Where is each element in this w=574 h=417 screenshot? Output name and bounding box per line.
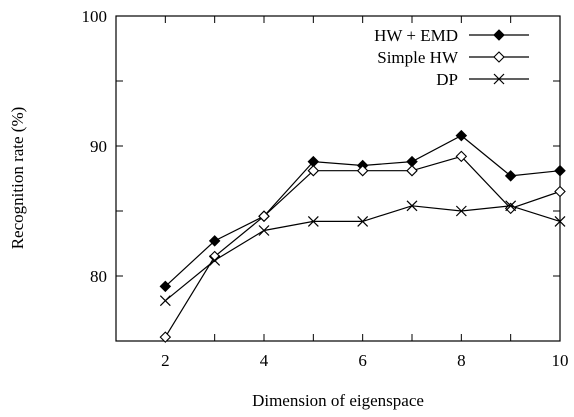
data-point (505, 200, 517, 212)
x-tick-label: 8 (457, 351, 466, 370)
legend-marker (493, 29, 505, 41)
x-tick-label: 2 (161, 351, 170, 370)
legend: HW + EMD Simple HW DP (374, 26, 529, 89)
data-point (455, 129, 468, 142)
data-point (356, 164, 369, 177)
data-point (554, 164, 566, 177)
data-point (554, 185, 566, 198)
cross-stroke (209, 254, 221, 266)
data-point (406, 200, 418, 212)
legend-entry: DP (436, 70, 529, 89)
data-point (258, 210, 270, 222)
cross-stroke (554, 215, 566, 227)
axis-ticks (115, 15, 561, 342)
data-point (406, 164, 418, 177)
y-tick-label: 90 (90, 137, 107, 156)
data-point (455, 150, 468, 163)
series-3 (159, 200, 566, 307)
cross-stroke (505, 200, 517, 212)
legend-label: DP (436, 70, 458, 89)
data-point (357, 215, 369, 227)
plot-frame (115, 15, 561, 342)
data-point (159, 295, 171, 307)
y-axis-title: Recognition rate (%) (8, 107, 27, 250)
series-line (164, 205, 561, 302)
data-point (307, 215, 319, 227)
series-1 (159, 129, 566, 293)
legend-label: Simple HW (377, 48, 459, 67)
x-tick-label: 4 (260, 351, 269, 370)
cross-stroke (258, 225, 270, 236)
data-point (209, 254, 221, 266)
legend-entry: Simple HW (377, 48, 529, 67)
data-point (504, 170, 517, 182)
cross-stroke (357, 215, 369, 227)
x-tick-label: 6 (358, 351, 367, 370)
data-point (307, 164, 320, 177)
data-point (159, 280, 172, 293)
y-tick-label: 100 (82, 7, 108, 26)
legend-marker (493, 73, 505, 85)
series-2 (159, 150, 566, 343)
series-line (164, 155, 561, 338)
series-layer (159, 129, 566, 343)
series-line (164, 134, 561, 287)
cross-stroke (307, 215, 319, 227)
data-point (554, 215, 566, 227)
data-point (208, 235, 221, 247)
x-tick-label: 10 (552, 351, 569, 370)
data-point (455, 205, 467, 217)
data-point (159, 331, 172, 343)
cross-stroke (159, 295, 171, 307)
y-tick-label: 80 (90, 267, 107, 286)
legend-label: HW + EMD (374, 26, 458, 45)
axis-tick-labels: 2 4 6 8 10 80 90 100 (82, 7, 569, 370)
data-point (258, 225, 270, 236)
cross-stroke (455, 205, 467, 217)
legend-entry: HW + EMD (374, 26, 529, 45)
cross-stroke (406, 200, 418, 212)
cross-stroke (493, 73, 505, 85)
x-axis-title: Dimension of eigenspace (252, 391, 424, 410)
legend-marker (493, 51, 505, 63)
